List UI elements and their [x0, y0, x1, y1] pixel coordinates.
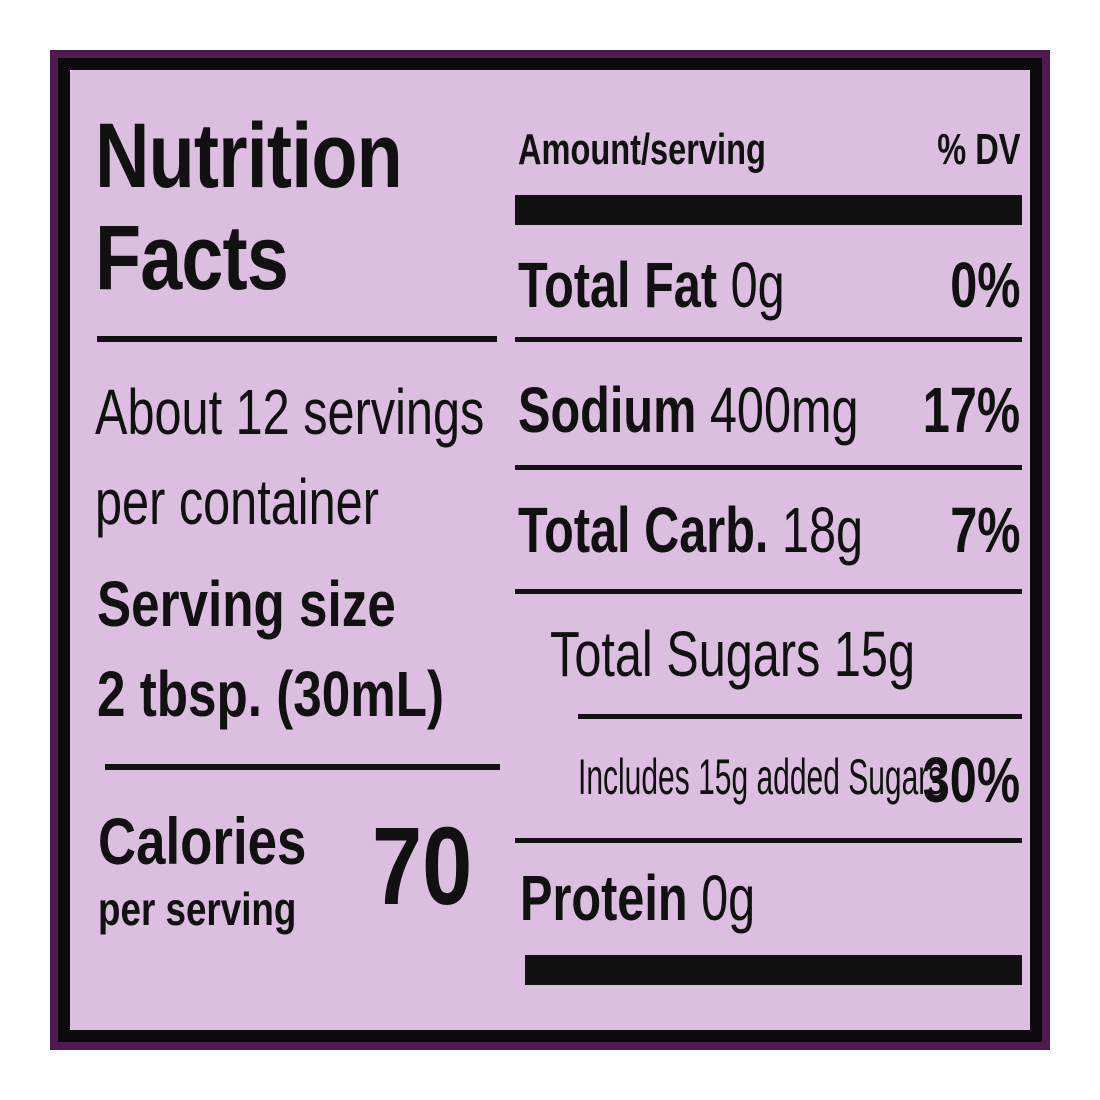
servings-per-container-2: per container [95, 466, 379, 538]
calories-value: 70 [372, 805, 473, 928]
serving-size-value: 2 tbsp. (30mL) [97, 658, 445, 730]
divider [97, 336, 497, 342]
amount-per-serving-header: Amount/serving [518, 125, 766, 174]
divider [578, 714, 1022, 719]
total-carb-dv: 7% [949, 494, 1020, 566]
row-total-carb: Total Carb. 18g [518, 494, 864, 566]
dv-header: % DV [936, 125, 1020, 174]
row-total-sugars: Total Sugars 15g [550, 618, 916, 690]
calories-per-serving: per serving [98, 883, 297, 935]
row-total-fat: Total Fat 0g [518, 249, 785, 321]
serving-size-label: Serving size [97, 568, 396, 640]
row-sodium: Sodium 400mg [518, 374, 859, 446]
sodium-dv: 17% [922, 374, 1020, 446]
thick-divider [515, 195, 1022, 225]
calories-label: Calories [98, 804, 307, 878]
row-added-sugars: Includes 15g added Sugars [578, 749, 944, 805]
added-sugars-dv: 30% [922, 744, 1020, 816]
thick-divider [525, 955, 1022, 985]
divider [515, 465, 1022, 470]
divider [515, 838, 1022, 843]
row-protein: Protein 0g [520, 862, 756, 934]
servings-per-container: About 12 servings [95, 376, 485, 448]
title-nutrition: Nutrition [95, 105, 403, 207]
divider [515, 337, 1022, 342]
divider [515, 589, 1022, 594]
total-fat-dv: 0% [949, 249, 1020, 321]
divider [105, 764, 500, 770]
title-facts: Facts [95, 207, 289, 309]
